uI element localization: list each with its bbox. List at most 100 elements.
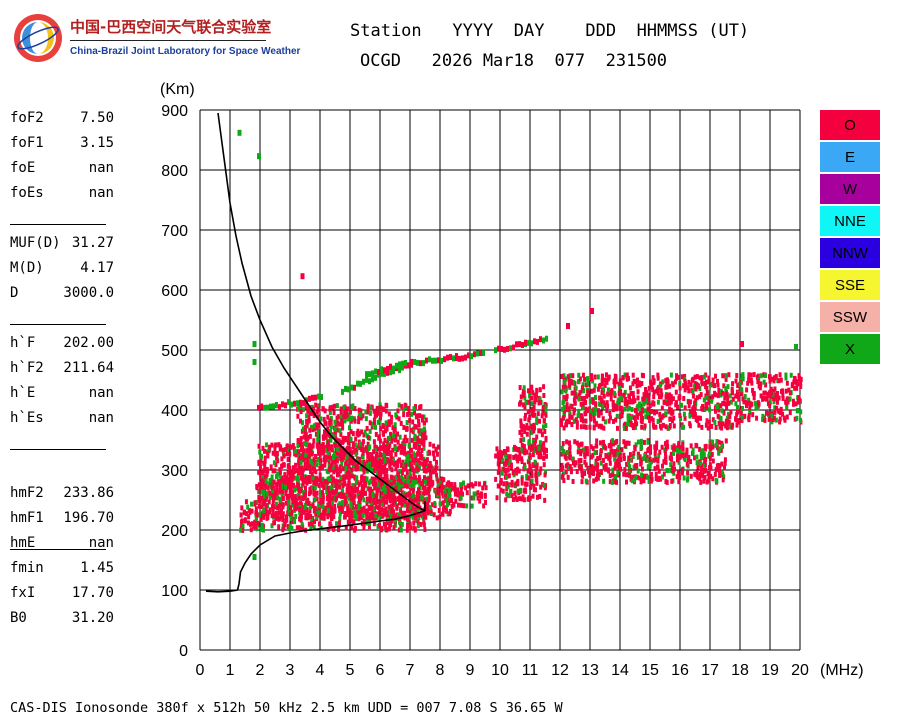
echo-point-o (322, 446, 326, 452)
echo-point-o (326, 440, 330, 446)
echo-point-o (428, 484, 432, 490)
echo-point-o (750, 401, 754, 407)
echo-point-o (799, 381, 803, 387)
echo-point-o (328, 433, 332, 439)
echo-point-o (614, 417, 618, 423)
echo-point-o (614, 479, 618, 485)
echo-point-o (542, 384, 546, 390)
echo-point-x (407, 443, 411, 449)
echo-point-o (399, 420, 403, 426)
echo-point-o (514, 495, 518, 501)
echo-point-o (335, 451, 339, 457)
echo-point-o (714, 467, 718, 473)
echo-point-o (664, 424, 668, 430)
echo-point-o (573, 400, 577, 406)
echo-point-x (383, 370, 386, 377)
param-name: MUF(D) (10, 235, 61, 251)
echo-point-o (359, 515, 363, 521)
legend-item-ssw: SSW (820, 302, 880, 332)
echo-point-o (308, 464, 312, 470)
echo-point-x (593, 407, 597, 413)
echo-point-x (720, 443, 724, 449)
echo-point-o (299, 438, 303, 444)
echo-point-o (781, 393, 785, 399)
echo-point-o (257, 469, 261, 475)
echo-point-x (296, 493, 300, 499)
echo-point-o (339, 409, 343, 415)
echo-point-x (369, 501, 373, 507)
echo-point-o (300, 509, 304, 515)
echo-point-o (453, 482, 457, 488)
echo-point-o (309, 451, 313, 457)
x-tick-label: 20 (791, 662, 809, 679)
echo-point-o (356, 510, 360, 516)
echo-point-o (298, 525, 302, 531)
echo-point-o (629, 420, 633, 426)
echo-point-x (771, 392, 775, 398)
echo-point-o (396, 439, 400, 445)
echo-point-o (348, 515, 352, 521)
echo-point-o (268, 444, 272, 450)
echo-point-o (375, 487, 379, 493)
echo-point-o (650, 416, 654, 422)
x-tick-label: 11 (522, 662, 539, 679)
echo-point-o (350, 496, 354, 502)
legend-item-sse: SSE (820, 270, 880, 300)
echo-point-o (585, 451, 589, 457)
echo-point-o (693, 471, 697, 477)
echo-point-o (582, 424, 586, 430)
echo-point-o (315, 442, 319, 448)
echo-point-o (331, 404, 335, 410)
echo-point-o (596, 386, 600, 392)
echo-point-o (632, 395, 636, 401)
echo-point-o (617, 456, 621, 462)
echo-point-o (682, 383, 686, 389)
echo-point-o (281, 502, 285, 508)
echo-point-x (367, 460, 371, 466)
echo-point-o (317, 521, 321, 527)
echo-point-x (380, 370, 383, 377)
echo-point-o (534, 468, 538, 474)
echo-point-o (511, 470, 515, 476)
echo-point-o (700, 424, 704, 430)
echo-point-o (366, 453, 370, 459)
echo-point-o (495, 495, 499, 501)
echo-point-o (277, 524, 281, 530)
echo-point-o (580, 388, 584, 394)
echo-point-x (412, 426, 416, 432)
echo-point-o (424, 417, 428, 423)
echo-point-o (267, 499, 271, 505)
echo-point-x (646, 457, 650, 463)
echo-point-x (374, 448, 378, 454)
echo-point-o (350, 467, 354, 473)
echo-point-o (250, 521, 254, 527)
echo-point-x (738, 381, 742, 387)
echo-point-x (728, 424, 732, 430)
echo-point-o (276, 505, 280, 511)
echo-point-x (637, 403, 641, 409)
echo-point-o (279, 478, 283, 484)
echo-point-x (632, 477, 636, 483)
echo-point-o (667, 399, 671, 405)
echo-point-o (575, 468, 579, 474)
echo-point-o (708, 455, 712, 461)
param-name: h`F (10, 335, 36, 351)
echo-point-x (312, 423, 316, 429)
echo-point-x (560, 389, 564, 395)
echo-point-o (386, 483, 390, 489)
echo-point-o (384, 524, 388, 530)
echo-point-o (324, 479, 328, 485)
echo-point-o (343, 413, 347, 419)
echo-point-o (496, 469, 500, 475)
echo-point-o (530, 424, 534, 430)
echo-point-o (386, 369, 389, 376)
echo-point-o (370, 455, 374, 461)
echo-point-o (722, 410, 726, 416)
echo-point-o (614, 374, 618, 380)
echo-point-o (273, 446, 277, 452)
echo-point-o (417, 458, 421, 464)
echo-point-x (358, 441, 362, 447)
echo-point-o (596, 462, 600, 468)
echo-point-o (459, 502, 463, 508)
echo-point-o (653, 410, 657, 416)
